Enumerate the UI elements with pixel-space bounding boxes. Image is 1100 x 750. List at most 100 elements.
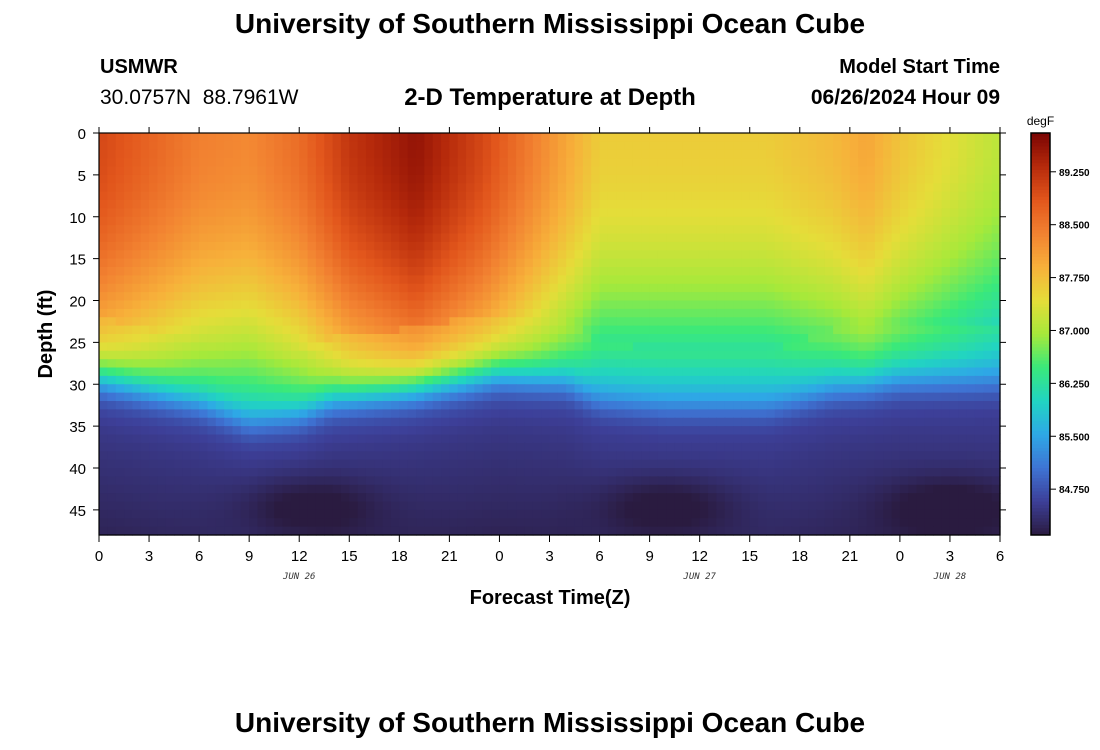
heatmap-cell <box>299 275 309 285</box>
heatmap-cell <box>374 392 384 402</box>
heatmap-cell <box>874 174 884 184</box>
heatmap-cell <box>516 191 526 201</box>
heatmap-cell <box>649 317 659 327</box>
heatmap-cell <box>849 283 859 293</box>
heatmap-cell <box>641 191 651 201</box>
heatmap-cell <box>165 468 175 477</box>
heatmap-cell <box>641 250 651 260</box>
heatmap-cell <box>733 468 742 477</box>
heatmap-cell <box>733 325 742 335</box>
heatmap-cell <box>858 191 868 201</box>
heatmap-cell <box>249 191 259 201</box>
heatmap-cell <box>624 174 634 184</box>
heatmap-cell <box>816 267 826 276</box>
heatmap-cell <box>808 367 818 377</box>
heatmap-cell <box>749 183 759 193</box>
heatmap-cell <box>340 350 350 360</box>
heatmap-cell <box>557 484 567 494</box>
heatmap-cell <box>457 484 467 494</box>
heatmap-cell <box>899 426 909 436</box>
heatmap-cell <box>666 208 676 218</box>
heatmap-cell <box>340 191 350 201</box>
heatmap-cell <box>507 359 517 369</box>
heatmap-cell <box>466 409 476 419</box>
heatmap-cell <box>157 216 167 226</box>
heatmap-cell <box>424 476 434 486</box>
heatmap-cell <box>841 434 851 444</box>
heatmap-cell <box>824 267 834 276</box>
heatmap-cell <box>708 250 717 260</box>
heatmap-cell <box>891 158 901 168</box>
heatmap-cell <box>365 141 375 151</box>
heatmap-cell <box>174 459 184 469</box>
heatmap-cell <box>657 166 667 176</box>
heatmap-cell <box>607 384 617 394</box>
heatmap-cell <box>349 317 359 327</box>
heatmap-cell <box>833 200 843 209</box>
heatmap-cell <box>274 476 284 486</box>
heatmap-cell <box>365 459 375 469</box>
heatmap-cell <box>791 384 801 394</box>
heatmap-cell <box>324 191 334 201</box>
heatmap-cell <box>666 325 676 335</box>
heatmap-cell <box>282 275 292 285</box>
heatmap-cell <box>299 493 309 503</box>
heatmap-cell <box>766 233 776 243</box>
heatmap-cell <box>566 183 576 193</box>
heatmap-cell <box>390 409 400 419</box>
heatmap-cell <box>282 149 292 159</box>
heatmap-cell <box>649 484 659 494</box>
heatmap-cell <box>949 283 959 293</box>
heatmap-cell <box>724 149 734 159</box>
heatmap-cell <box>232 434 242 444</box>
heatmap-cell <box>758 417 767 427</box>
heatmap-cell <box>432 183 442 193</box>
heatmap-cell <box>699 200 709 209</box>
heatmap-cell <box>724 392 734 402</box>
heatmap-cell <box>758 342 767 352</box>
heatmap-cell <box>407 200 417 209</box>
heatmap-cell <box>157 133 167 142</box>
heatmap-cell <box>482 233 492 243</box>
heatmap-cell <box>215 409 225 419</box>
heatmap-cell <box>265 191 275 201</box>
heatmap-cell <box>190 233 200 243</box>
heatmap-cell <box>699 183 709 193</box>
heatmap-cell <box>591 325 601 335</box>
heatmap-cell <box>299 208 309 218</box>
heatmap-cell <box>165 183 175 193</box>
heatmap-cell <box>165 501 175 511</box>
heatmap-cell <box>374 308 384 318</box>
heatmap-cell <box>174 308 184 318</box>
heatmap-cell <box>699 141 709 151</box>
heatmap-cell <box>416 200 425 209</box>
heatmap-cell <box>649 258 659 268</box>
heatmap-cell <box>874 216 884 226</box>
heatmap-cell <box>532 216 542 226</box>
heatmap-cell <box>699 166 709 176</box>
heatmap-cell <box>666 191 676 201</box>
heatmap-cell <box>949 292 959 302</box>
heatmap-cell <box>933 459 943 469</box>
heatmap-cell <box>699 292 709 302</box>
heatmap-cell <box>574 417 584 427</box>
heatmap-cell <box>966 133 976 142</box>
heatmap-cell <box>574 233 584 243</box>
heatmap-cell <box>115 275 125 285</box>
heatmap-cell <box>641 258 651 268</box>
heatmap-cell <box>874 258 884 268</box>
heatmap-cell <box>441 434 450 444</box>
heatmap-cell <box>449 225 459 235</box>
heatmap-cell <box>607 350 617 360</box>
heatmap-cell <box>733 493 742 503</box>
heatmap-cell <box>424 375 434 385</box>
heatmap-cell <box>99 208 108 218</box>
heatmap-cell <box>466 225 476 235</box>
heatmap-cell <box>924 359 934 369</box>
heatmap-cell <box>507 158 517 168</box>
heatmap-cell <box>165 375 175 385</box>
heatmap-cell <box>424 426 434 436</box>
heatmap-cell <box>833 484 843 494</box>
heatmap-cell <box>941 501 951 511</box>
heatmap-cell <box>682 459 692 469</box>
